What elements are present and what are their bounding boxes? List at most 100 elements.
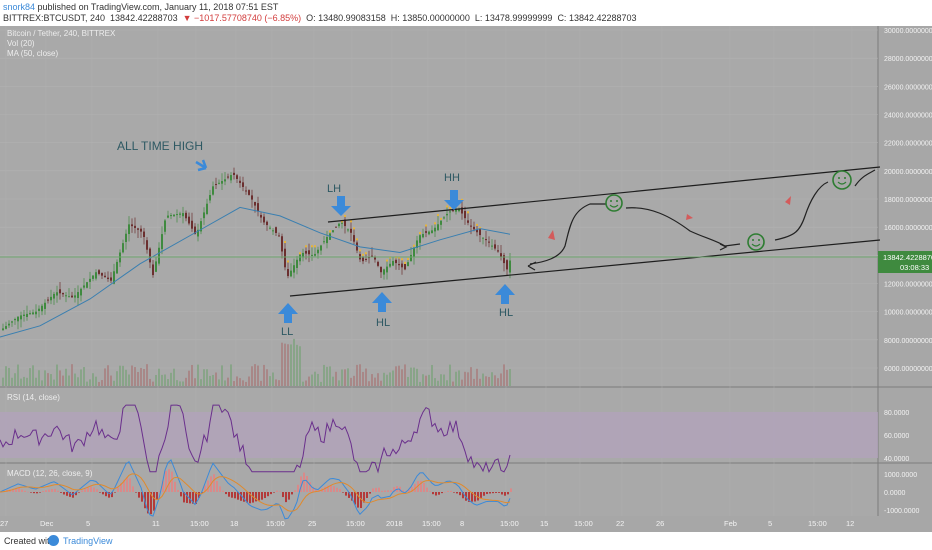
candle-marker: [467, 211, 469, 214]
volume-bar: [179, 381, 181, 386]
macd-hist-bar: [180, 492, 182, 497]
macd-hist-bar: [306, 476, 308, 492]
volume-bar: [146, 364, 148, 386]
chart-area[interactable]: ALL TIME HIGH LH HH LL HL HL Bitcoin / T…: [0, 26, 932, 532]
macd-hist-bar: [132, 486, 134, 492]
candle-body: [416, 240, 418, 248]
candle-body: [434, 227, 436, 232]
macd-hist-bar: [108, 492, 110, 498]
macd-hist-bar: [411, 487, 413, 492]
price-tick-label: 20000.00000000: [884, 169, 932, 176]
price-tick-label: 10000.00000000: [884, 310, 932, 317]
volume-bar: [473, 378, 475, 386]
volume-bar: [248, 376, 250, 386]
candle-body: [209, 195, 211, 201]
candle-body: [194, 226, 196, 234]
tradingview-logo-icon[interactable]: [48, 535, 59, 546]
candle-body: [497, 250, 499, 252]
volume-bar: [470, 367, 472, 386]
macd-hist-bar: [105, 492, 107, 497]
macd-hist-bar: [351, 492, 353, 501]
macd-hist-bar: [360, 492, 362, 509]
macd-hist-bar: [183, 492, 185, 503]
candle-body: [260, 214, 262, 218]
candle-body: [458, 208, 460, 212]
volume-bar: [272, 372, 274, 386]
macd-pane[interactable]: [0, 464, 878, 516]
open-value: O: 13480.99083158: [306, 13, 386, 23]
volume-bar: [422, 374, 424, 386]
candle-body: [338, 223, 340, 227]
volume-bar: [170, 372, 172, 386]
time-axis[interactable]: 27 Dec 5 11 15:00 18 15:00 25 15:00 2018 15:00 8 15:…: [0, 519, 854, 528]
time-tick-label: 15:00: [190, 519, 209, 528]
volume-bar: [131, 365, 133, 386]
candle-body: [44, 302, 46, 309]
candle-body: [326, 237, 328, 244]
candle-body: [476, 229, 478, 233]
publish-line: snork84 published on TradingView.com, Ja…: [3, 2, 278, 12]
arrowhead: [527, 261, 537, 271]
volume-bar: [380, 380, 382, 386]
macd-hist-bar: [162, 480, 164, 492]
candle-body: [116, 261, 118, 274]
candle-marker: [305, 245, 307, 248]
chart-svg[interactable]: ALL TIME HIGH LH HH LL HL HL Bitcoin / T…: [0, 26, 932, 532]
volume-bar: [107, 365, 109, 386]
price-axis[interactable]: 30000.00000000 28000.00000000 26000.000000…: [884, 28, 932, 373]
candle-body: [413, 247, 415, 258]
footer: Created with TradingView: [0, 532, 932, 550]
macd-hist-bar: [387, 490, 389, 492]
macd-hist-bar: [267, 492, 269, 497]
macd-hist-bar: [48, 489, 50, 492]
volume-bar: [23, 376, 25, 386]
up-arrow-icon: [495, 284, 515, 304]
price-pane[interactable]: [0, 26, 878, 386]
volume-bar: [245, 381, 247, 386]
author-link[interactable]: snork84: [3, 2, 36, 12]
volume-bar: [368, 381, 370, 386]
macd-hist-bar: [282, 492, 284, 498]
macd-hist-bar: [234, 492, 236, 499]
candle-body: [257, 203, 259, 212]
volume-bar: [224, 380, 226, 386]
macd-hist-bar: [465, 492, 467, 501]
volume-bar: [194, 378, 196, 386]
volume-bar: [152, 381, 154, 386]
volume-bar: [242, 380, 244, 386]
candle-body: [113, 271, 115, 284]
candle-body: [146, 240, 148, 250]
time-tick-label: 26: [656, 519, 664, 528]
candle-body: [185, 212, 187, 219]
candle-marker: [407, 257, 409, 260]
macd-hist-bar: [42, 491, 44, 492]
projection-path: [529, 203, 606, 265]
macd-hist-bar: [147, 492, 149, 514]
candle-body: [128, 224, 130, 235]
volume-bar: [95, 376, 97, 386]
candle-body: [266, 221, 268, 226]
macd-hist-bar: [261, 492, 263, 500]
candle-marker: [476, 223, 478, 226]
volume-bar: [110, 375, 112, 386]
candle-body: [59, 289, 61, 294]
candle-marker: [299, 252, 301, 255]
ath-arrow-icon: [195, 159, 208, 172]
rsi-legend: RSI (14, close): [7, 393, 60, 402]
tradingview-link[interactable]: TradingView: [63, 536, 113, 546]
down-arrow-icon: [444, 190, 464, 210]
time-tick-label: 8: [460, 519, 464, 528]
candle-body: [71, 295, 73, 298]
time-tick-label: 11: [152, 519, 160, 528]
candle-body: [314, 253, 316, 256]
macd-hist-bar: [165, 470, 167, 492]
volume-bar: [206, 369, 208, 386]
price-tick-label: 28000.00000000: [884, 56, 932, 63]
volume-bar: [362, 371, 364, 386]
volume-bar: [419, 381, 421, 386]
macd-hist-bar: [330, 485, 332, 492]
candle-body: [509, 260, 511, 273]
volume-bar: [305, 380, 307, 386]
macd-hist-bar: [231, 492, 233, 498]
macd-hist-bar: [384, 490, 386, 492]
